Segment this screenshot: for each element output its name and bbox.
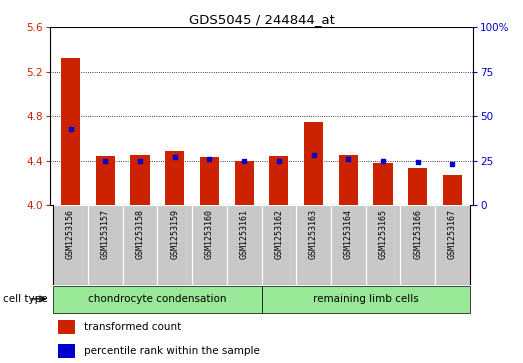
Bar <box>262 205 296 285</box>
Bar <box>53 205 88 285</box>
Text: transformed count: transformed count <box>84 322 181 332</box>
Bar <box>58 320 75 334</box>
Bar <box>443 175 462 205</box>
Title: GDS5045 / 244844_at: GDS5045 / 244844_at <box>189 13 334 26</box>
Text: GSM1253163: GSM1253163 <box>309 209 318 259</box>
Text: GSM1253166: GSM1253166 <box>413 209 422 259</box>
Bar <box>269 156 288 205</box>
Bar <box>96 156 115 205</box>
Bar <box>61 58 80 205</box>
Text: GSM1253164: GSM1253164 <box>344 209 353 259</box>
Bar <box>408 168 427 205</box>
Bar <box>262 286 470 313</box>
Text: GSM1253157: GSM1253157 <box>101 209 110 259</box>
Bar <box>227 205 262 285</box>
Bar <box>339 155 358 205</box>
Text: GSM1253167: GSM1253167 <box>448 209 457 259</box>
Text: GSM1253158: GSM1253158 <box>135 209 144 259</box>
Bar <box>192 205 227 285</box>
Text: cell type: cell type <box>3 294 47 305</box>
Bar <box>331 205 366 285</box>
Bar <box>401 205 435 285</box>
Text: GSM1253159: GSM1253159 <box>170 209 179 259</box>
Bar <box>165 151 184 205</box>
Bar <box>122 205 157 285</box>
Text: percentile rank within the sample: percentile rank within the sample <box>84 346 259 356</box>
Text: GSM1253160: GSM1253160 <box>205 209 214 259</box>
Bar <box>157 205 192 285</box>
Bar <box>435 205 470 285</box>
Bar <box>366 205 401 285</box>
Text: GSM1253156: GSM1253156 <box>66 209 75 259</box>
Bar <box>200 157 219 205</box>
Bar <box>58 344 75 358</box>
Text: GSM1253165: GSM1253165 <box>379 209 388 259</box>
Text: remaining limb cells: remaining limb cells <box>313 294 418 304</box>
Text: chondrocyte condensation: chondrocyte condensation <box>88 294 226 304</box>
Bar <box>235 160 254 205</box>
Bar <box>88 205 122 285</box>
Text: GSM1253161: GSM1253161 <box>240 209 248 259</box>
Bar <box>53 286 262 313</box>
Text: GSM1253162: GSM1253162 <box>275 209 283 259</box>
Bar <box>373 163 393 205</box>
Bar <box>304 122 323 205</box>
Bar <box>130 155 150 205</box>
Bar <box>296 205 331 285</box>
